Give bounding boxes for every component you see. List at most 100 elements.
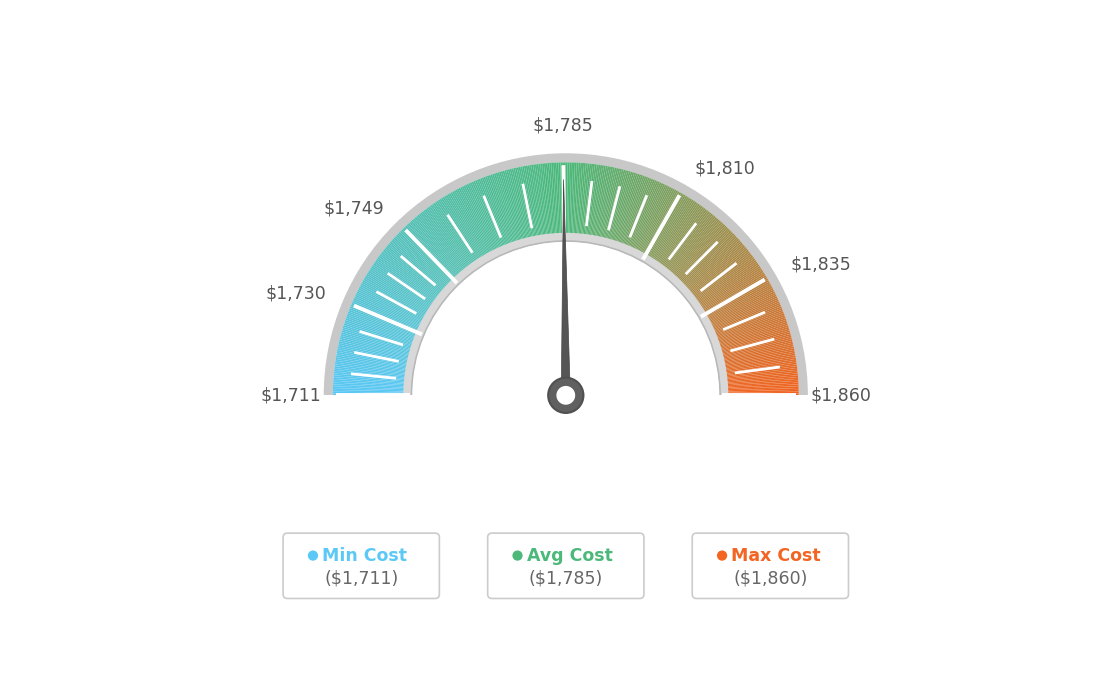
Wedge shape xyxy=(332,390,413,393)
Wedge shape xyxy=(348,313,423,342)
Wedge shape xyxy=(701,286,773,324)
Wedge shape xyxy=(427,207,476,272)
Wedge shape xyxy=(544,164,553,243)
Wedge shape xyxy=(619,177,648,252)
Wedge shape xyxy=(416,216,468,278)
Wedge shape xyxy=(634,186,670,258)
Wedge shape xyxy=(713,331,790,354)
Circle shape xyxy=(512,551,522,561)
Wedge shape xyxy=(574,163,581,242)
Wedge shape xyxy=(339,343,416,362)
Wedge shape xyxy=(597,167,615,246)
Wedge shape xyxy=(603,169,624,247)
Wedge shape xyxy=(572,163,576,242)
Wedge shape xyxy=(540,164,550,243)
Wedge shape xyxy=(422,211,471,275)
Wedge shape xyxy=(450,192,491,262)
Wedge shape xyxy=(474,181,506,255)
Wedge shape xyxy=(564,162,565,242)
Wedge shape xyxy=(350,306,424,337)
Wedge shape xyxy=(716,353,795,369)
Wedge shape xyxy=(654,205,701,270)
Wedge shape xyxy=(679,239,740,293)
Wedge shape xyxy=(339,339,417,359)
Wedge shape xyxy=(390,241,450,295)
Wedge shape xyxy=(711,320,787,347)
Wedge shape xyxy=(489,175,516,250)
Wedge shape xyxy=(696,270,764,314)
Wedge shape xyxy=(691,262,757,308)
Wedge shape xyxy=(349,310,423,340)
Wedge shape xyxy=(414,217,467,279)
Wedge shape xyxy=(360,285,431,324)
Wedge shape xyxy=(719,388,798,392)
Wedge shape xyxy=(428,206,477,271)
Wedge shape xyxy=(562,162,564,242)
Wedge shape xyxy=(335,370,413,380)
Wedge shape xyxy=(618,176,647,251)
Wedge shape xyxy=(555,163,560,242)
Wedge shape xyxy=(421,213,470,275)
Wedge shape xyxy=(692,263,758,309)
Wedge shape xyxy=(537,164,548,243)
Wedge shape xyxy=(336,355,415,370)
Wedge shape xyxy=(349,308,424,339)
Wedge shape xyxy=(668,221,723,282)
Wedge shape xyxy=(524,166,540,244)
Wedge shape xyxy=(565,162,567,242)
Wedge shape xyxy=(647,197,691,266)
Wedge shape xyxy=(620,177,650,253)
Wedge shape xyxy=(678,236,736,291)
Wedge shape xyxy=(457,188,495,259)
FancyBboxPatch shape xyxy=(692,533,849,598)
Wedge shape xyxy=(519,167,535,245)
Wedge shape xyxy=(638,190,677,260)
Circle shape xyxy=(716,551,728,561)
Text: ($1,860): ($1,860) xyxy=(733,569,807,587)
Wedge shape xyxy=(719,393,799,395)
Wedge shape xyxy=(368,270,436,314)
Wedge shape xyxy=(718,362,797,375)
Wedge shape xyxy=(714,339,793,359)
Wedge shape xyxy=(710,317,786,344)
Wedge shape xyxy=(342,327,420,351)
Wedge shape xyxy=(687,251,750,302)
Wedge shape xyxy=(335,366,414,377)
Wedge shape xyxy=(635,187,671,259)
Wedge shape xyxy=(584,164,595,243)
Wedge shape xyxy=(374,262,440,308)
Wedge shape xyxy=(702,290,774,327)
Wedge shape xyxy=(351,303,425,335)
Wedge shape xyxy=(333,388,413,392)
Wedge shape xyxy=(612,173,638,249)
Wedge shape xyxy=(713,328,789,353)
Wedge shape xyxy=(643,194,684,264)
Wedge shape xyxy=(378,257,443,305)
Bar xyxy=(211,395,921,600)
Wedge shape xyxy=(351,304,425,337)
Wedge shape xyxy=(715,341,793,361)
Wedge shape xyxy=(656,207,704,272)
Wedge shape xyxy=(704,296,777,331)
Wedge shape xyxy=(694,269,763,313)
Wedge shape xyxy=(719,372,798,381)
Wedge shape xyxy=(719,373,798,382)
Wedge shape xyxy=(602,169,622,246)
Wedge shape xyxy=(714,335,792,357)
Wedge shape xyxy=(714,337,792,358)
Wedge shape xyxy=(587,165,601,244)
Wedge shape xyxy=(465,184,500,257)
Polygon shape xyxy=(561,179,571,395)
Wedge shape xyxy=(623,179,654,253)
Wedge shape xyxy=(386,246,448,297)
Wedge shape xyxy=(711,322,787,348)
Wedge shape xyxy=(341,332,418,355)
Wedge shape xyxy=(719,386,798,391)
Wedge shape xyxy=(639,191,680,262)
Wedge shape xyxy=(577,163,586,242)
Wedge shape xyxy=(435,201,480,268)
Wedge shape xyxy=(570,162,573,242)
Wedge shape xyxy=(666,218,719,279)
Wedge shape xyxy=(581,164,590,243)
Wedge shape xyxy=(417,215,469,277)
